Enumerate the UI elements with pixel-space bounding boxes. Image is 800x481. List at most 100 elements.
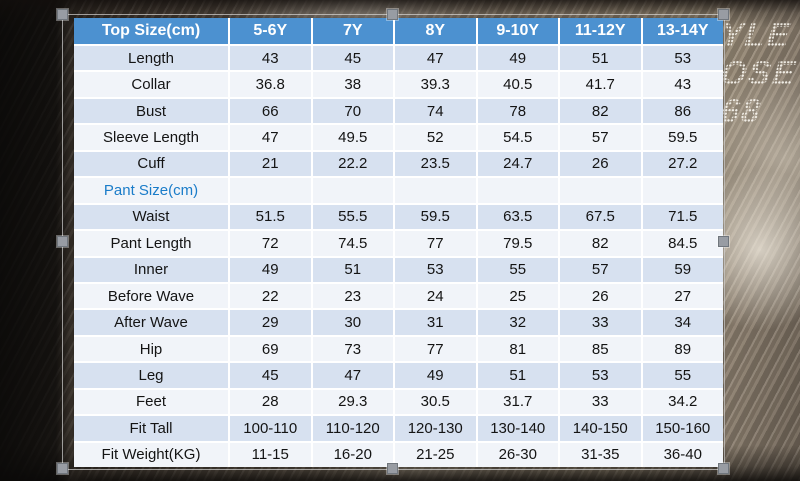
resize-handle-bottom-left[interactable] [57, 463, 68, 474]
value-cell: 33 [560, 389, 641, 415]
value-cell: 70 [312, 98, 393, 124]
value-cell: 59 [642, 257, 723, 282]
value-cell: 29.3 [312, 389, 393, 415]
value-cell: 45 [230, 363, 311, 388]
value-cell: 85 [560, 336, 641, 362]
header-size-cell: 13-14Y [642, 18, 723, 44]
value-cell: 69 [230, 336, 311, 362]
value-cell [477, 178, 558, 203]
value-cell: 38 [312, 72, 393, 97]
value-cell: 43 [642, 72, 723, 97]
value-cell: 53 [395, 257, 476, 282]
value-cell: 55 [642, 363, 723, 388]
value-cell: 84.5 [642, 231, 723, 256]
value-cell [642, 178, 723, 203]
value-cell: 26 [560, 283, 641, 309]
resize-handle-middle-right[interactable] [718, 236, 729, 247]
value-cell: 34 [642, 310, 723, 335]
value-cell: 26 [560, 151, 641, 177]
value-cell: 150-160 [642, 416, 723, 441]
value-cell: 53 [560, 363, 641, 388]
value-cell: 24 [395, 283, 476, 309]
value-cell: 77 [395, 231, 476, 256]
header-size-cell: 9-10Y [477, 18, 558, 44]
value-cell [312, 178, 393, 203]
value-cell: 79.5 [477, 231, 558, 256]
row-label-cell: Length [74, 46, 228, 71]
value-cell: 22.2 [312, 151, 393, 177]
value-cell: 53 [642, 46, 723, 71]
header-size-cell: 8Y [395, 18, 476, 44]
header-size-cell: 11-12Y [560, 18, 641, 44]
value-cell: 31.7 [477, 389, 558, 415]
value-cell: 55 [477, 257, 558, 282]
value-cell: 130-140 [477, 416, 558, 441]
value-cell: 40.5 [477, 72, 558, 97]
value-cell: 63.5 [477, 204, 558, 230]
value-cell: 28 [230, 389, 311, 415]
value-cell: 89 [642, 336, 723, 362]
resize-handle-bottom-middle[interactable] [387, 463, 398, 474]
value-cell: 67.5 [560, 204, 641, 230]
value-cell: 34.2 [642, 389, 723, 415]
value-cell [560, 178, 641, 203]
value-cell: 30.5 [395, 389, 476, 415]
row-label-cell: Fit Tall [74, 416, 228, 441]
value-cell: 72 [230, 231, 311, 256]
resize-handle-top-left[interactable] [57, 9, 68, 20]
value-cell: 51 [477, 363, 558, 388]
value-cell: 43 [230, 46, 311, 71]
resize-handle-top-right[interactable] [718, 9, 729, 20]
value-cell: 27 [642, 283, 723, 309]
value-cell: 45 [312, 46, 393, 71]
value-cell: 47 [395, 46, 476, 71]
value-cell: 23 [312, 283, 393, 309]
value-cell: 26-30 [477, 442, 558, 467]
value-cell: 51.5 [230, 204, 311, 230]
value-cell: 47 [230, 125, 311, 150]
value-cell: 59.5 [642, 125, 723, 150]
value-cell: 41.7 [560, 72, 641, 97]
value-cell: 54.5 [477, 125, 558, 150]
value-cell: 30 [312, 310, 393, 335]
value-cell: 32 [477, 310, 558, 335]
value-cell: 57 [560, 257, 641, 282]
resize-handle-top-middle[interactable] [387, 9, 398, 20]
value-cell: 120-130 [395, 416, 476, 441]
value-cell: 81 [477, 336, 558, 362]
value-cell: 51 [560, 46, 641, 71]
row-label-cell: Fit Weight(KG) [74, 442, 228, 467]
value-cell: 82 [560, 231, 641, 256]
value-cell: 82 [560, 98, 641, 124]
value-cell: 66 [230, 98, 311, 124]
value-cell: 74.5 [312, 231, 393, 256]
resize-handle-middle-left[interactable] [57, 236, 68, 247]
value-cell: 16-20 [312, 442, 393, 467]
value-cell: 140-150 [560, 416, 641, 441]
value-cell: 86 [642, 98, 723, 124]
value-cell: 21-25 [395, 442, 476, 467]
row-label-cell: Collar [74, 72, 228, 97]
value-cell: 78 [477, 98, 558, 124]
row-label-cell: Leg [74, 363, 228, 388]
row-label-cell: Cuff [74, 151, 228, 177]
row-label-cell: Waist [74, 204, 228, 230]
value-cell: 25 [477, 283, 558, 309]
value-cell: 49 [395, 363, 476, 388]
value-cell: 57 [560, 125, 641, 150]
header-size-cell: 5-6Y [230, 18, 311, 44]
value-cell: 100-110 [230, 416, 311, 441]
resize-handle-bottom-right[interactable] [718, 463, 729, 474]
value-cell: 71.5 [642, 204, 723, 230]
value-cell: 73 [312, 336, 393, 362]
value-cell: 36-40 [642, 442, 723, 467]
value-cell [230, 178, 311, 203]
value-cell: 49 [477, 46, 558, 71]
value-cell: 31-35 [560, 442, 641, 467]
row-label-cell: Pant Length [74, 231, 228, 256]
value-cell: 74 [395, 98, 476, 124]
value-cell: 21 [230, 151, 311, 177]
value-cell: 47 [312, 363, 393, 388]
value-cell: 49.5 [312, 125, 393, 150]
row-label-cell: Hip [74, 336, 228, 362]
